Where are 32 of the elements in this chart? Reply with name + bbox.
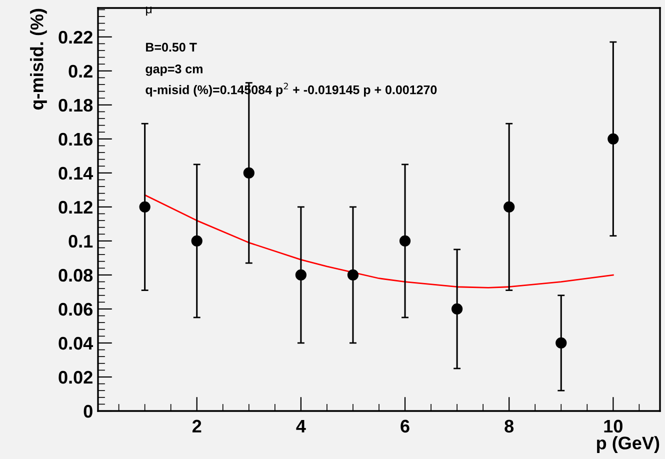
- annotation: B=0.50 T: [146, 42, 197, 52]
- point: [504, 201, 515, 213]
- y-tick-label: 0.1: [68, 234, 93, 248]
- line-series: [144, 194, 614, 288]
- y-tick-label: 0.22: [58, 30, 92, 44]
- point: [191, 235, 202, 247]
- y-tick-label: 0.06: [58, 302, 92, 316]
- y-tick-label: 0.18: [58, 98, 93, 112]
- x-axis-title: p (GeV): [596, 436, 660, 453]
- x-tick-label: 8: [504, 420, 514, 433]
- y-tick-label: 0.16: [58, 132, 92, 146]
- point: [139, 201, 150, 213]
- y-tick-label: 0.08: [58, 268, 93, 282]
- point: [399, 235, 411, 247]
- point: [243, 167, 254, 178]
- annotation: gap=3 cm: [146, 64, 202, 76]
- x-tick-label: 10: [604, 420, 622, 433]
- y-tick-label: 0.14: [58, 166, 94, 180]
- y-axis-title: q-misid. (%): [30, 8, 47, 110]
- point: [295, 269, 306, 281]
- x-tick-label: 6: [400, 420, 410, 433]
- y-tick-label: 0.02: [58, 370, 92, 384]
- y-tick-label: 0.04: [58, 336, 94, 350]
- y-tick-label: 0.12: [58, 200, 92, 214]
- point: [452, 303, 463, 315]
- point: [556, 337, 567, 349]
- x-tick-label: 4: [296, 420, 306, 432]
- y-tick-label: 0: [84, 404, 92, 418]
- point: [608, 133, 619, 144]
- y-tick-label: 0.2: [68, 64, 92, 78]
- x-tick-label: 2: [192, 420, 202, 432]
- point: [347, 269, 359, 281]
